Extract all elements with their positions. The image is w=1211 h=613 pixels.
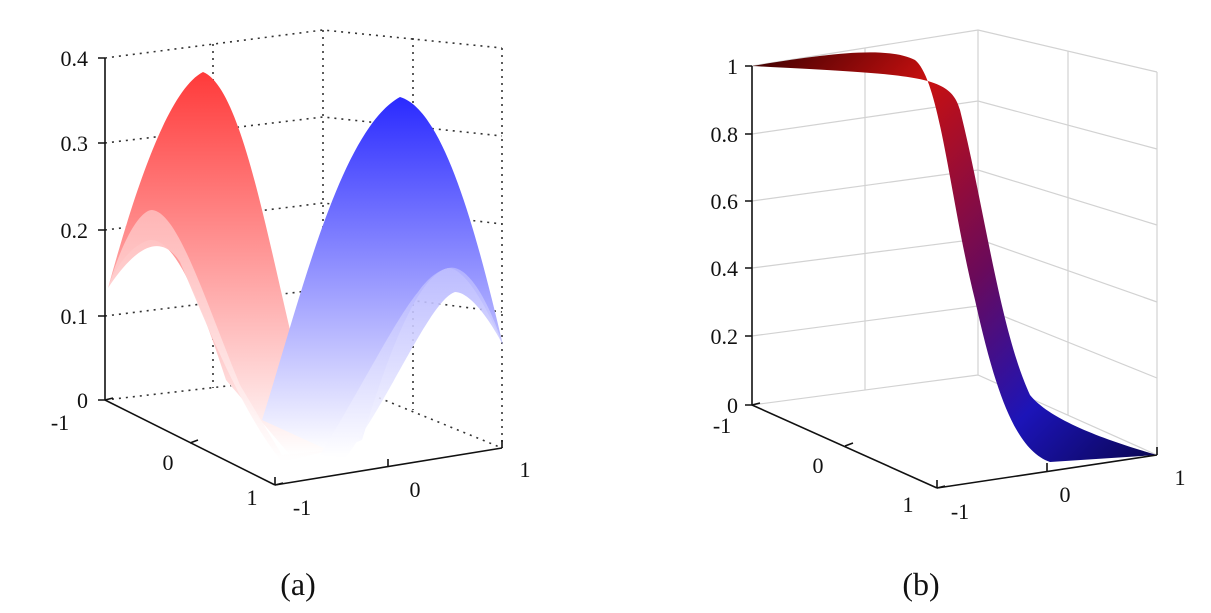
z-tick-label: 0.4 <box>61 46 89 71</box>
z-tick-label: 0.1 <box>61 304 89 329</box>
z-tick-label: 0 <box>727 393 738 418</box>
x-tick-label: -1 <box>951 499 969 524</box>
panel-b-xticks: -1 0 1 <box>951 465 1186 524</box>
z-tick-label: 0.4 <box>711 256 739 281</box>
blue-peak-front <box>320 267 503 458</box>
blue-peak-back <box>262 97 503 452</box>
z-tick-label: 0.8 <box>711 122 739 147</box>
panel-b-zticks: 0 0.2 0.4 0.6 0.8 1 <box>711 54 739 418</box>
x-tick-label: 0 <box>1060 482 1071 507</box>
caption-a: (a) <box>280 566 316 602</box>
y-tick-label: 1 <box>903 492 914 517</box>
z-tick-label: 0.2 <box>711 324 739 349</box>
panel-a-axes <box>98 57 503 486</box>
panel-b-gridbox <box>751 29 1158 456</box>
y-tick-label: 0 <box>163 450 174 475</box>
panel-a: 0 0.1 0.2 0.3 0.4 -1 0 1 -1 0 1 (a) <box>51 29 531 602</box>
z-tick-label: 0.6 <box>711 189 739 214</box>
panel-a-zticks: 0 0.1 0.2 0.3 0.4 <box>61 46 89 413</box>
panel-b: 0 0.2 0.4 0.6 0.8 1 -1 0 1 -1 0 1 (b) <box>711 29 1186 602</box>
panel-a-xticks: -1 0 1 <box>293 457 531 520</box>
panel-b-surface <box>752 52 1157 463</box>
panel-a-surface <box>108 72 503 462</box>
y-tick-label: 0 <box>813 453 824 478</box>
z-tick-label: 0 <box>77 388 88 413</box>
x-tick-label: 1 <box>1175 465 1186 490</box>
panel-b-axes <box>745 65 1158 489</box>
z-tick-label: 0.2 <box>61 218 89 243</box>
x-tick-label: 0 <box>410 477 421 502</box>
panel-b-yticks: -1 0 1 <box>713 413 914 517</box>
y-tick-label: -1 <box>51 410 69 435</box>
z-tick-label: 1 <box>727 54 738 79</box>
y-tick-label: 1 <box>247 485 258 510</box>
red-peak-front <box>108 210 332 462</box>
z-tick-label: 0.3 <box>61 131 89 156</box>
red-peak-back <box>108 72 332 455</box>
y-tick-label: -1 <box>713 413 731 438</box>
caption-b: (b) <box>902 566 939 602</box>
x-tick-label: -1 <box>293 495 311 520</box>
panel-a-yticks: -1 0 1 <box>51 410 258 510</box>
x-tick-label: 1 <box>520 457 531 482</box>
